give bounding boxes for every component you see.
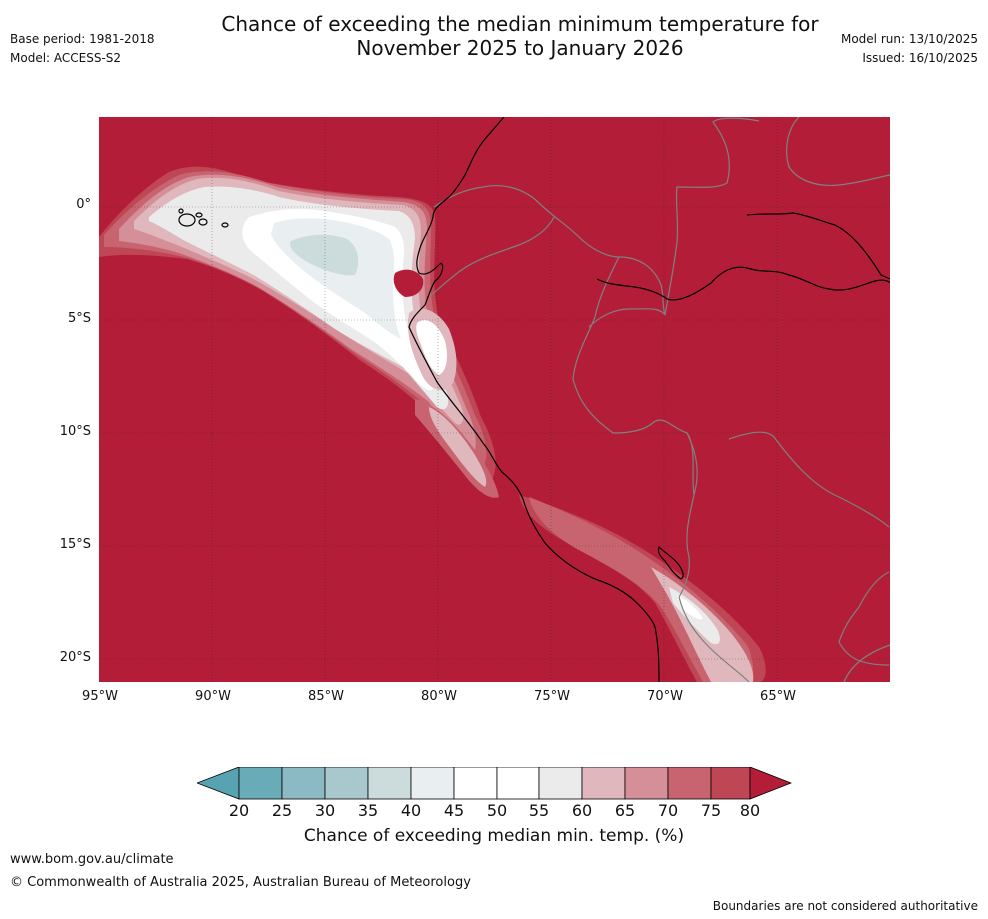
colorbar-label-40: 40 xyxy=(400,801,422,820)
colorbar-label-35: 35 xyxy=(357,801,379,820)
colorbar-label-70: 70 xyxy=(657,801,679,820)
colorbar-bin-35-40 xyxy=(367,766,412,800)
lat-label-5s: 5°S xyxy=(67,311,91,326)
forecast-map xyxy=(99,117,890,682)
island-san-cristobal xyxy=(221,222,229,228)
border-ecuador-peru xyxy=(430,216,555,296)
south-peru-strip-65 xyxy=(429,407,487,487)
lon-label-85w: 85°W xyxy=(308,689,344,704)
country-borders xyxy=(430,117,890,682)
map-svg xyxy=(99,117,890,682)
coastal-patch-50 xyxy=(416,320,447,375)
island-santiago xyxy=(195,212,203,218)
meta-right: Model run: 13/10/2025 Issued: 16/10/2025 xyxy=(841,30,978,68)
border-bolivia-brazil xyxy=(728,431,890,528)
colorbar-label-50: 50 xyxy=(486,801,508,820)
colorbar-label-55: 55 xyxy=(528,801,550,820)
model-text: Model: ACCESS-S2 xyxy=(10,51,122,65)
colorbar-bin-65-70 xyxy=(624,766,669,800)
border-brazil-venezuela xyxy=(664,117,760,316)
lon-label-95w: 95°W xyxy=(82,689,118,704)
colorbar xyxy=(195,766,793,800)
colorbar-bin-45-50 xyxy=(453,766,498,800)
colorbar-label-60: 60 xyxy=(571,801,593,820)
colorbar-title: Chance of exceeding median min. temp. (%… xyxy=(303,826,685,846)
guayaquil-red xyxy=(393,269,424,297)
coast-amazon xyxy=(596,266,890,301)
border-bolivia-paraguay xyxy=(838,571,890,666)
colorbar-label-80: 80 xyxy=(739,801,761,820)
border-colombia-brazil xyxy=(588,308,666,328)
colorbar-bin-75-80 xyxy=(710,766,751,800)
issued-text: Issued: 16/10/2025 xyxy=(862,51,978,65)
lon-label-90w: 90°W xyxy=(195,689,231,704)
website-text: www.bom.gov.au/climate xyxy=(10,852,174,867)
colorbar-bin-40-45 xyxy=(410,766,455,800)
colorbar-under-arrow xyxy=(195,766,240,800)
colorbar-bin-30-35 xyxy=(324,766,369,800)
contour-40 xyxy=(289,234,359,276)
island-fernandina xyxy=(178,208,184,214)
coast-amazon-north xyxy=(746,212,890,280)
colorbar-bin-20-25 xyxy=(238,766,283,800)
lat-label-10s: 10°S xyxy=(59,424,91,439)
title-line-1: Chance of exceeding the median minimum t… xyxy=(221,12,819,36)
colorbar-label-25: 25 xyxy=(271,801,293,820)
island-santa-cruz xyxy=(198,218,208,226)
lon-label-65w: 65°W xyxy=(760,689,796,704)
lon-label-80w: 80°W xyxy=(421,689,457,704)
colorbar-label-45: 45 xyxy=(443,801,465,820)
model-run-text: Model run: 13/10/2025 xyxy=(840,32,978,46)
galapagos-islands xyxy=(178,208,229,228)
lon-label-75w: 75°W xyxy=(534,689,570,704)
disclaimer-text: Boundaries are not considered authoritat… xyxy=(712,899,978,913)
colorbar-label-20: 20 xyxy=(228,801,250,820)
coast-pacific xyxy=(408,117,660,682)
lat-label-20s: 20°S xyxy=(59,650,91,665)
colorbar-bin-25-30 xyxy=(281,766,326,800)
map-title: Chance of exceeding the median minimum t… xyxy=(0,12,988,60)
island-isabela xyxy=(178,213,196,227)
colorbar-label-65: 65 xyxy=(614,801,636,820)
colorbar-over-arrow xyxy=(749,766,793,800)
border-se xyxy=(843,644,890,682)
title-line-2: November 2025 to January 2026 xyxy=(356,36,684,60)
meta-left: Base period: 1981-2018 Model: ACCESS-S2 xyxy=(10,30,155,68)
base-period-text: Base period: 1981-2018 xyxy=(10,32,155,46)
colorbar-label-75: 75 xyxy=(700,801,722,820)
colorbar-bin-60-65 xyxy=(581,766,626,800)
border-peru-bolivia xyxy=(678,432,698,598)
border-north-top xyxy=(786,117,890,187)
colorbar-label-30: 30 xyxy=(314,801,336,820)
colorbar-bin-55-60 xyxy=(538,766,583,800)
lat-label-0: 0° xyxy=(76,197,91,212)
border-chile-bolivia xyxy=(678,596,750,682)
border-colombia-ecuador xyxy=(433,184,666,316)
lon-label-70w: 70°W xyxy=(647,689,683,704)
chile-band-50 xyxy=(677,595,703,620)
lake-titicaca xyxy=(657,545,684,580)
copyright-text: © Commonwealth of Australia 2025, Austra… xyxy=(10,875,471,890)
colorbar-bin-70-75 xyxy=(667,766,712,800)
colorbar-svg xyxy=(195,766,793,800)
colorbar-bin-50-55 xyxy=(496,766,540,800)
coastline xyxy=(408,117,890,682)
lat-label-15s: 15°S xyxy=(59,537,91,552)
graticule xyxy=(99,117,890,682)
